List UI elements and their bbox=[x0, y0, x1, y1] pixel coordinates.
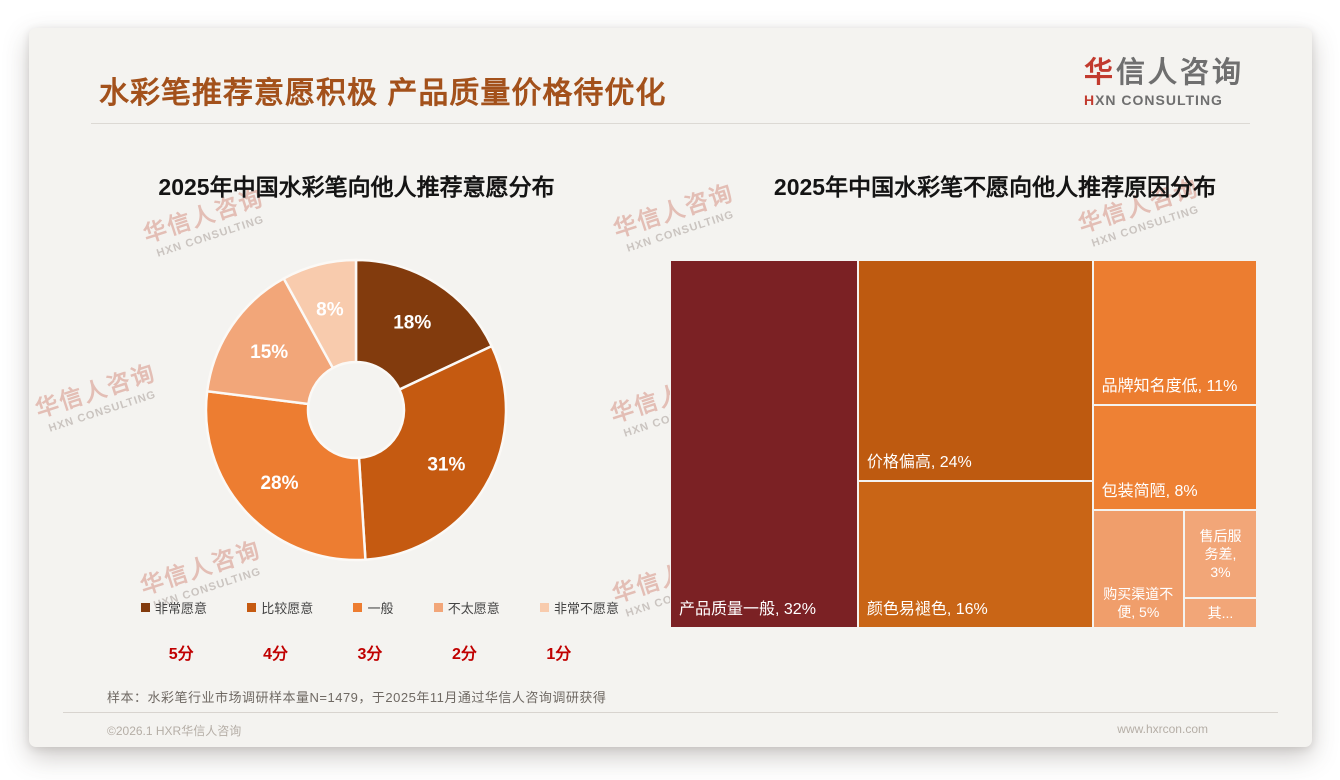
website-url: www.hxrcon.com bbox=[1117, 722, 1208, 736]
donut-slice-不太愿意 bbox=[205, 276, 335, 406]
legend-swatch bbox=[433, 603, 443, 612]
logo-english-name: HXN CONSULTING bbox=[1084, 92, 1244, 108]
donut-slice-比较愿意 bbox=[357, 344, 508, 562]
legend-item-fairly-willing: 比较愿意 bbox=[247, 598, 313, 617]
score-4: 4分 bbox=[263, 646, 289, 663]
treemap-label: 购买渠道不 便, 5% bbox=[1103, 585, 1174, 620]
donut-legend: 非常愿意 比较愿意 一般 不太愿意 非常不愿意 bbox=[141, 598, 619, 617]
donut-data-label: 18% bbox=[393, 312, 431, 333]
legend-swatch bbox=[539, 603, 549, 612]
treemap-block-售后服务差: 售后服 务差, 3% bbox=[1183, 509, 1257, 599]
legend-swatch bbox=[353, 603, 363, 612]
donut-data-label: 15% bbox=[250, 342, 288, 363]
watermark-en-text: HXN CONSULTING bbox=[625, 208, 736, 255]
legend-swatch bbox=[247, 603, 257, 612]
treemap-block-价格偏高: 价格偏高, 24% bbox=[857, 260, 1093, 481]
treemap-label: 颜色易褪色, 16% bbox=[866, 601, 988, 619]
watermark-en-text: HXN CONSULTING bbox=[1090, 203, 1201, 250]
company-logo: 华信人咨询 HXN CONSULTING bbox=[1083, 57, 1244, 108]
treemap-block-包装简陋: 包装简陋, 8% bbox=[1092, 404, 1257, 510]
score-1: 1分 bbox=[546, 646, 572, 663]
treemap-block-颜色易褪色: 颜色易褪色, 16% bbox=[857, 480, 1093, 628]
legend-item-unwilling: 非常不愿意 bbox=[539, 598, 619, 617]
donut-chart-title: 2025年中国水彩笔向他人推荐意愿分布 bbox=[158, 174, 555, 200]
score-5: 5分 bbox=[168, 646, 194, 663]
treemap-block-购买渠道不便: 购买渠道不 便, 5% bbox=[1092, 509, 1184, 628]
page-title: 水彩笔推荐意愿积极 产品质量价格待优化 bbox=[99, 77, 667, 110]
sample-footnote: 样本：水彩笔行业市场调研样本量N=1479，于2025年11月通过华信人咨询调研… bbox=[107, 690, 607, 705]
treemap-label: 品牌知名度低, 11% bbox=[1101, 377, 1238, 395]
copyright-text: ©2026.1 HXR华信人咨询 bbox=[107, 724, 242, 738]
donut-data-label: 28% bbox=[260, 473, 298, 494]
treemap-block-其他: 其... bbox=[1183, 598, 1257, 628]
slide-card: 华信人咨询 HXN CONSULTING 华信人咨询 HXN CONSULTING 华信… bbox=[29, 28, 1312, 747]
legend-item-neutral: 一般 bbox=[353, 598, 393, 617]
donut-slice-非常愿意 bbox=[354, 258, 494, 392]
treemap-label: 其... bbox=[1207, 605, 1234, 622]
treemap-label: 包装简陋, 8% bbox=[1101, 482, 1198, 500]
treemap-label: 产品质量一般, 32% bbox=[679, 601, 816, 619]
score-2: 2分 bbox=[451, 646, 477, 663]
watermark-en-text: HXN CONSULTING bbox=[47, 388, 158, 435]
score-3: 3分 bbox=[357, 646, 383, 663]
logo-cn-highlight: 华 bbox=[1083, 57, 1116, 89]
treemap-block-品牌知名度低: 品牌知名度低, 11% bbox=[1092, 260, 1257, 405]
logo-en-highlight: H bbox=[1083, 91, 1096, 108]
treemap-label: 售后服 务差, 3% bbox=[1199, 527, 1242, 581]
logo-cn-rest: 信人咨询 bbox=[1115, 57, 1244, 89]
logo-en-rest: XN CONSULTING bbox=[1095, 91, 1223, 108]
donut-data-label: 8% bbox=[316, 299, 344, 320]
logo-chinese-name: 华信人咨询 bbox=[1083, 57, 1244, 90]
donut-chart: 18% 31% 28% 15% 8% bbox=[204, 258, 508, 562]
donut-data-label: 31% bbox=[427, 454, 465, 475]
footer-divider bbox=[63, 712, 1278, 713]
treemap-chart-title: 2025年中国水彩笔不愿向他人推荐原因分布 bbox=[773, 174, 1217, 200]
legend-swatch bbox=[141, 603, 150, 612]
legend-label: 不太愿意 bbox=[447, 601, 500, 616]
treemap-chart: 产品质量一般, 32% 价格偏高, 24% 颜色易褪色, 16% 品牌知名度低, 11… bbox=[670, 260, 1257, 628]
legend-label: 一般 bbox=[367, 601, 394, 616]
treemap-block-产品质量一般: 产品质量一般, 32% bbox=[670, 260, 858, 628]
title-divider bbox=[91, 123, 1250, 124]
legend-label: 比较愿意 bbox=[261, 601, 314, 616]
treemap-label: 价格偏高, 24% bbox=[866, 454, 972, 471]
legend-item-very-willing: 非常愿意 bbox=[141, 598, 207, 617]
legend-label: 非常愿意 bbox=[155, 601, 208, 616]
donut-slice-一般 bbox=[204, 389, 367, 562]
legend-label: 非常不愿意 bbox=[553, 601, 619, 616]
watermark-cn-text: 华信人咨询 bbox=[32, 359, 160, 423]
score-row: 5分 4分 3分 2分 1分 bbox=[134, 640, 606, 664]
donut-slice-非常不愿意 bbox=[282, 258, 358, 370]
legend-item-less-willing: 不太愿意 bbox=[433, 598, 500, 617]
